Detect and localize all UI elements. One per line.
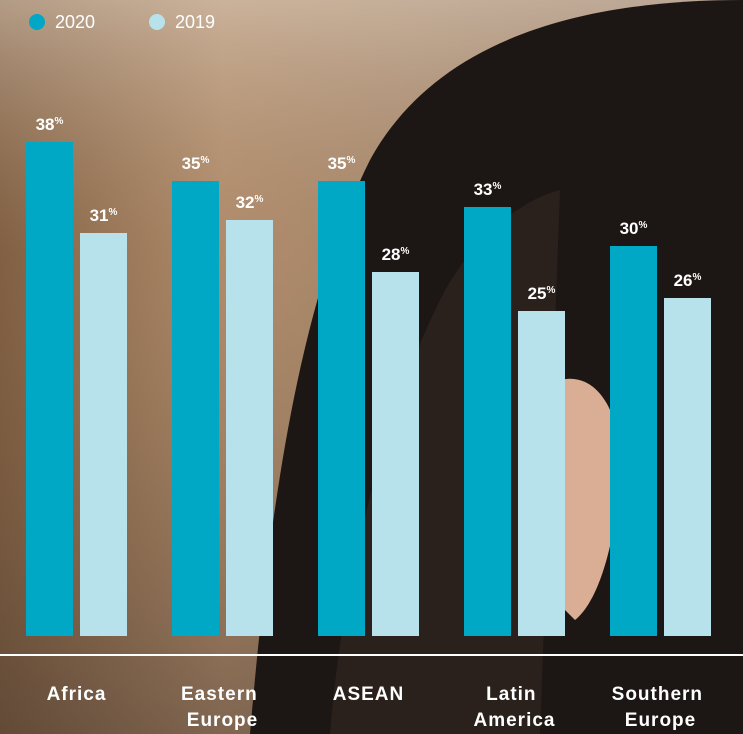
- bar: [664, 298, 711, 636]
- x-tick-label: Africa: [47, 684, 107, 705]
- x-tick-label: ASEAN: [333, 684, 405, 705]
- bar: [226, 220, 273, 636]
- bar: [610, 246, 657, 636]
- bar: [372, 272, 419, 636]
- bar: [318, 181, 365, 636]
- bar: [172, 181, 219, 636]
- bar: [80, 233, 127, 636]
- legend-marker: [29, 14, 45, 30]
- bar: [518, 311, 565, 636]
- legend-label: 2019: [175, 12, 215, 32]
- chart: 2020201938%31%Africa35%32%Eastern Europe…: [0, 0, 743, 734]
- bar: [26, 142, 73, 636]
- legend-marker: [149, 14, 165, 30]
- bar: [464, 207, 511, 636]
- legend-label: 2020: [55, 12, 95, 32]
